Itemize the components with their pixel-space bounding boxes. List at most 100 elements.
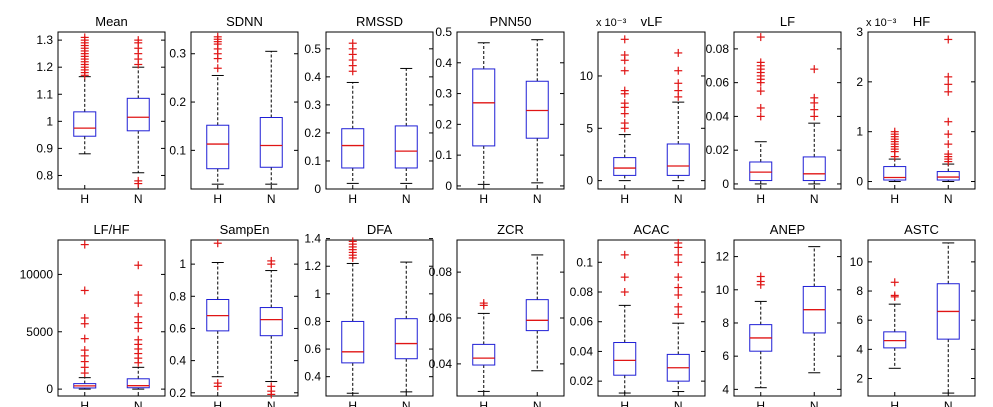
axes-frame (733, 239, 842, 397)
axes-frame (57, 239, 166, 397)
y-tick-label: 1 (314, 287, 321, 301)
axes-frame (733, 31, 842, 190)
subplot-title: SampEn (220, 222, 270, 237)
x-tick-label: N (674, 192, 683, 206)
y-tick-label: 10 (580, 69, 594, 83)
outlier-marker (810, 93, 819, 102)
x-tick-label: H (213, 399, 222, 407)
y-tick-label: 1.3 (36, 33, 53, 47)
y-tick-label: 0.1 (169, 143, 186, 157)
outlier-marker (348, 39, 357, 48)
axes-frame (597, 239, 706, 397)
box-iqr (341, 320, 365, 364)
outlier-marker (944, 72, 953, 81)
y-tick-label: 0.3 (169, 47, 186, 61)
x-tick-label: N (944, 399, 953, 407)
outlier-marker (620, 35, 629, 44)
box-iqr (613, 157, 637, 176)
y-tick-label: 2 (856, 372, 863, 386)
outlier-marker (810, 105, 819, 114)
y-tick-label: 0.4 (435, 56, 452, 70)
x-tick-label: H (348, 399, 357, 407)
outlier-marker (620, 99, 629, 108)
outlier-marker (674, 290, 683, 299)
x-tick-label: H (620, 192, 629, 206)
subplot-title: ASTC (904, 222, 939, 237)
outlier-marker (756, 58, 765, 67)
subplot-anep: ANEP 4 6 8 10 12 H N (716, 222, 842, 407)
x-tick-label: N (267, 192, 276, 206)
box-iqr (394, 318, 418, 360)
outlier-marker (944, 140, 953, 149)
outlier-marker (674, 273, 683, 282)
outlier-marker (674, 283, 683, 292)
outlier-marker (674, 48, 683, 57)
y-tick-label: 0.06 (706, 76, 730, 90)
outlier-marker (620, 51, 629, 60)
outlier-marker (674, 238, 683, 247)
x-tick-label: N (533, 192, 542, 206)
axes-frame (867, 239, 976, 397)
subplot-title: vLF (641, 14, 663, 29)
y-tick-label: 1 (46, 114, 53, 128)
outlier-marker (944, 87, 953, 96)
outlier-marker (213, 239, 222, 248)
box-iqr (341, 128, 365, 169)
y-tick-label: 0.3 (304, 98, 321, 112)
y-tick-label: 1 (856, 125, 863, 139)
y-tick-label: 6 (722, 349, 729, 363)
y-tick-label: 1.1 (36, 87, 53, 101)
box-iqr (259, 307, 283, 337)
outlier-marker (134, 335, 143, 344)
outlier-marker (134, 179, 143, 188)
outlier-marker (756, 272, 765, 281)
x-tick-label: N (134, 399, 143, 407)
y-tick-label: 0.1 (435, 148, 452, 162)
box-iqr (749, 161, 773, 182)
subplot-title: ACAC (633, 222, 669, 237)
x-tick-label: N (402, 192, 411, 206)
outlier-marker (80, 334, 89, 343)
outlier-marker (134, 261, 143, 270)
y-tick-label: 0 (445, 179, 452, 193)
box-iqr (525, 299, 549, 332)
axes-frame (57, 31, 166, 190)
axes-frame (325, 31, 434, 190)
y-tick-label: 10 (716, 283, 730, 297)
y-tick-label: 1 (179, 257, 186, 271)
y-tick-label: 0.6 (169, 321, 186, 335)
box-iqr (936, 171, 960, 181)
y-tick-label: 0.04 (429, 357, 453, 371)
x-tick-label: H (890, 399, 899, 407)
y-tick-label: 2 (856, 75, 863, 89)
outlier-marker (620, 273, 629, 282)
x-tick-label: H (756, 399, 765, 407)
x-tick-label: N (134, 192, 143, 206)
outlier-marker (620, 119, 629, 128)
outlier-marker (674, 79, 683, 88)
subplot-lf-hf: LF/HF 0 5000 10000 H N (20, 222, 166, 407)
outlier-marker (756, 112, 765, 121)
outlier-marker (267, 390, 276, 399)
outlier-marker (620, 288, 629, 296)
y-tick-label: 0.1 (304, 154, 321, 168)
box-iqr (394, 125, 418, 169)
outlier-marker (134, 299, 143, 308)
outlier-marker (674, 310, 683, 319)
outlier-marker (80, 286, 89, 295)
outlier-marker (134, 291, 143, 300)
outlier-marker (80, 240, 89, 249)
outlier-marker (213, 64, 222, 73)
box-iqr (472, 68, 496, 147)
subplot-acac: ACAC 0.02 0.04 0.06 0.08 0.1 H N (570, 222, 706, 407)
x-tick-label: N (810, 399, 819, 407)
box-iqr (73, 111, 97, 137)
outlier-marker (620, 66, 629, 75)
y-tick-label: 0.04 (706, 109, 730, 123)
y-tick-label: 0.08 (429, 265, 453, 279)
y-tick-label: 1.2 (304, 259, 321, 273)
y-tick-label: 0.04 (570, 344, 594, 358)
y-tick-label: 4 (856, 342, 863, 356)
box-iqr (126, 97, 150, 132)
x-tick-label: N (267, 399, 276, 407)
